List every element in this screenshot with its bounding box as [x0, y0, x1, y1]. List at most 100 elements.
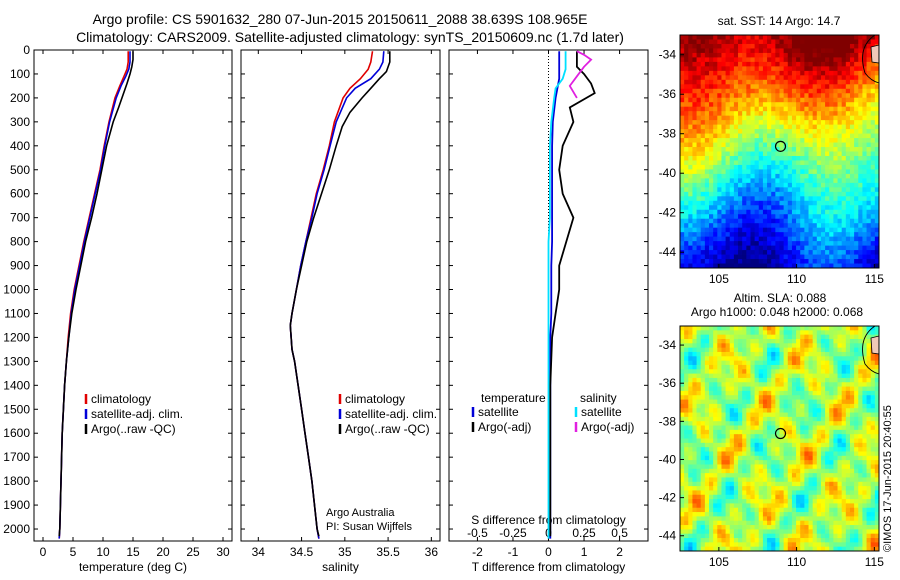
map-cell — [841, 245, 847, 251]
map-cell — [812, 35, 818, 40]
map-cell — [771, 70, 776, 76]
map-cell — [858, 209, 863, 215]
profile-location-marker — [774, 140, 787, 152]
map-cell — [787, 169, 793, 175]
map-cell — [680, 473, 685, 478]
map-cell — [841, 97, 847, 103]
map-cell — [787, 147, 793, 152]
map-cell — [733, 438, 739, 444]
map-cell — [845, 533, 851, 539]
map-cell — [804, 347, 809, 353]
map-cell — [709, 254, 714, 260]
map-cell — [870, 88, 876, 94]
map-cell — [870, 232, 876, 238]
map-cell — [796, 382, 801, 387]
map-cell — [680, 169, 685, 175]
map-cell — [800, 232, 805, 238]
map-cell — [762, 520, 768, 526]
map-cell — [704, 490, 710, 496]
map-cell — [762, 187, 768, 193]
map-cell — [696, 147, 702, 152]
map-cell — [787, 84, 793, 90]
map-cell — [858, 61, 863, 67]
map-cell — [746, 142, 751, 148]
map-cell — [680, 241, 685, 246]
map-cell — [750, 499, 756, 504]
map-cell — [787, 88, 793, 94]
map-cell — [796, 254, 801, 260]
map-cell — [829, 351, 834, 357]
map-cell — [717, 70, 722, 76]
map-cell — [738, 75, 743, 81]
map-cell — [849, 214, 855, 220]
map-cell — [758, 356, 764, 362]
map-cell — [804, 460, 809, 465]
map-cell — [725, 464, 731, 470]
map-cell — [825, 66, 830, 72]
map-cell — [800, 343, 805, 349]
map-cell — [775, 120, 780, 126]
map-cell — [758, 214, 764, 220]
map-cell — [829, 330, 834, 336]
map-cell — [779, 373, 785, 379]
map-cell — [762, 525, 768, 530]
map-cell — [680, 330, 685, 336]
map-cell — [684, 250, 689, 255]
map-cell — [775, 343, 780, 349]
map-cell — [841, 218, 847, 224]
map-cell — [733, 250, 739, 255]
map-cell — [688, 503, 693, 509]
map-cell — [742, 421, 747, 426]
map-cell — [841, 486, 847, 491]
map-cell — [738, 533, 743, 539]
map-cell — [825, 351, 830, 357]
map-cell — [767, 147, 772, 152]
map-cell — [713, 120, 718, 126]
map-cell — [733, 88, 739, 94]
map-cell — [729, 111, 735, 117]
map-cell — [812, 334, 818, 340]
map-cell — [820, 382, 826, 387]
map-cell — [754, 70, 760, 76]
map-cell — [696, 102, 702, 108]
map-cell — [738, 129, 743, 134]
map-cell — [696, 263, 702, 269]
map-cell — [688, 447, 693, 452]
map-cell — [762, 421, 768, 426]
map-cell — [725, 191, 731, 197]
map-cell — [779, 347, 785, 353]
map-cell — [680, 351, 685, 357]
map-cell — [854, 169, 859, 175]
map-cell — [870, 169, 876, 175]
map-cell — [713, 347, 718, 353]
map-cell — [858, 133, 863, 139]
map-cell — [775, 507, 780, 513]
map-cell — [825, 43, 830, 49]
map-cell — [841, 390, 847, 396]
map-cell — [758, 182, 764, 188]
map-cell — [775, 460, 780, 465]
map-cell — [804, 39, 809, 45]
map-cell — [704, 334, 710, 340]
map-cell — [709, 124, 714, 130]
map-cell — [845, 254, 851, 260]
map-cell — [804, 191, 809, 197]
map-cell — [754, 191, 760, 197]
map-cell — [791, 129, 797, 134]
map-cell — [837, 395, 843, 400]
map-cell — [787, 79, 793, 85]
map-cell — [721, 84, 727, 90]
map-cell — [721, 79, 727, 85]
map-cell — [680, 477, 685, 483]
map-cell — [787, 196, 793, 202]
map-cell — [738, 120, 743, 126]
map-cell — [767, 187, 772, 193]
map-cell — [692, 93, 697, 99]
map-cell — [767, 542, 772, 548]
map-cell — [684, 395, 689, 400]
map-cell — [837, 529, 843, 535]
map-cell — [680, 490, 685, 496]
map-cell — [787, 542, 793, 548]
map-cell — [704, 151, 710, 157]
map-cell — [812, 200, 818, 206]
